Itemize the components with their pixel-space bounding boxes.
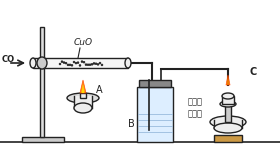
Ellipse shape	[81, 61, 83, 63]
Ellipse shape	[30, 58, 36, 68]
Ellipse shape	[71, 64, 73, 66]
Text: B: B	[128, 119, 135, 129]
Ellipse shape	[101, 64, 103, 66]
Bar	[74, 96, 92, 108]
Ellipse shape	[83, 61, 85, 63]
Text: A: A	[96, 85, 103, 95]
Text: CO: CO	[2, 55, 15, 64]
Ellipse shape	[89, 64, 91, 66]
Polygon shape	[80, 80, 86, 93]
Text: C: C	[250, 67, 257, 77]
Ellipse shape	[77, 62, 79, 64]
Ellipse shape	[63, 62, 65, 64]
Ellipse shape	[85, 64, 87, 66]
Ellipse shape	[91, 63, 93, 65]
Ellipse shape	[75, 62, 77, 64]
Bar	[139, 80, 171, 87]
Ellipse shape	[74, 103, 92, 113]
Polygon shape	[81, 84, 85, 93]
Polygon shape	[226, 75, 230, 85]
Ellipse shape	[222, 93, 234, 99]
Ellipse shape	[69, 64, 71, 66]
Ellipse shape	[95, 63, 97, 65]
Ellipse shape	[99, 62, 101, 64]
Bar	[214, 135, 242, 142]
Bar	[33, 58, 128, 68]
Bar	[40, 27, 44, 137]
Ellipse shape	[220, 101, 236, 107]
Ellipse shape	[65, 62, 67, 64]
Ellipse shape	[210, 116, 246, 128]
Text: 澄清的
石灰水: 澄清的 石灰水	[188, 97, 203, 119]
Ellipse shape	[67, 64, 69, 66]
Ellipse shape	[37, 57, 47, 69]
Ellipse shape	[97, 63, 99, 65]
Bar	[214, 120, 242, 128]
Bar	[137, 87, 173, 142]
Ellipse shape	[79, 64, 81, 66]
Text: CuO: CuO	[73, 38, 93, 47]
Ellipse shape	[87, 64, 89, 66]
Bar	[22, 137, 64, 142]
Ellipse shape	[67, 93, 99, 103]
Ellipse shape	[93, 62, 95, 64]
Ellipse shape	[73, 61, 75, 63]
Ellipse shape	[214, 123, 242, 133]
Bar	[80, 93, 86, 98]
Ellipse shape	[125, 58, 131, 68]
Ellipse shape	[59, 63, 61, 65]
Bar	[225, 104, 231, 122]
Bar	[222, 96, 234, 104]
Ellipse shape	[61, 61, 63, 63]
